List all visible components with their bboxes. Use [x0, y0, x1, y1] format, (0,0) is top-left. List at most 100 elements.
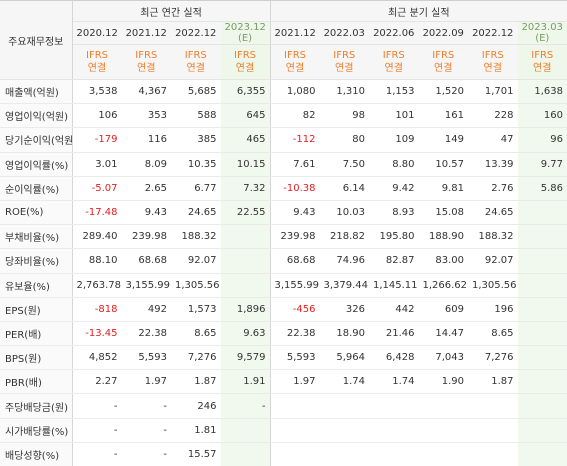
empty-cell [517, 369, 567, 395]
accounting-standard: IFRS [481, 50, 504, 61]
accounting-standard: IFRS [184, 50, 207, 61]
consolidation: 연결 [533, 63, 552, 74]
cell-value: 24.65 [468, 200, 518, 226]
cell-value: 149 [418, 127, 468, 153]
empty-cell [369, 442, 419, 466]
cell-value: 96 [517, 127, 567, 153]
empty-cell [319, 393, 369, 419]
cell-value: 6.14 [319, 176, 369, 201]
period: 2022.03 [323, 27, 365, 39]
cell-value: 15.57 [171, 442, 221, 466]
cell-value: 239.98 [270, 224, 320, 250]
cell-value: 2.65 [121, 176, 171, 201]
table-row: PER(배) -13.45 22.38 8.65 9.63 22.38 18.90 21.46… [0, 321, 567, 347]
cell-value: 1,310 [319, 79, 369, 105]
cell-value: 7.32 [220, 176, 271, 201]
empty-cell [319, 442, 369, 466]
cell-value: -10.38 [270, 176, 320, 201]
table-row: 순이익률(%) -5.07 2.65 6.77 7.32 -10.38 6.14 9.42 9.… [0, 176, 567, 201]
row-label: 영업이익(억원) [0, 103, 73, 129]
cell-value: 10.57 [418, 152, 468, 177]
cell-value: 88.10 [72, 248, 122, 274]
cell-value: 1,153 [369, 79, 419, 105]
cell-value: 1.74 [319, 369, 369, 395]
cell-value: 82.87 [369, 248, 419, 274]
empty-cell [270, 393, 320, 419]
cell-value: 4,367 [121, 79, 171, 105]
cell-value: 3,155.99 [270, 273, 320, 298]
period-header: 2022.12 [171, 21, 221, 45]
accounting-standard: IFRS [382, 50, 405, 61]
estimate-mark: (E) [535, 33, 550, 44]
table-row: 당기순이익(억원) -179 116 385 465 -112 80 109 149 47 96 [0, 127, 567, 153]
row-label: BPS(원) [0, 345, 73, 371]
cell-value: 13.39 [468, 152, 518, 177]
cell-value: 80 [319, 127, 369, 153]
standard-header: IFRS 연결 [468, 44, 518, 80]
table-row: BPS(원) 4,852 5,593 7,276 9,579 5,593 5,964 6,42… [0, 345, 567, 371]
cell-value: 1.74 [369, 369, 419, 395]
cell-value: 492 [121, 297, 171, 322]
table-row: EPS(원) -818 492 1,573 1,896 -456 326 442 609 196 [0, 297, 567, 322]
consolidation: 연결 [87, 63, 107, 74]
cell-value: 1,305.56 [171, 273, 221, 298]
cell-value: 3.01 [72, 152, 122, 177]
cell-value: 9.43 [270, 200, 320, 226]
period: 2022.12 [175, 27, 217, 39]
empty-cell [517, 345, 567, 371]
empty-cell [270, 442, 320, 466]
row-label: 순이익률(%) [0, 176, 73, 201]
empty-cell [468, 418, 518, 443]
empty-cell [418, 418, 468, 443]
empty-cell [517, 273, 567, 298]
cell-value: 1,520 [418, 79, 468, 105]
cell-value: 92.07 [468, 248, 518, 274]
accounting-standard: IFRS [135, 50, 158, 61]
cell-value: 385 [171, 127, 221, 153]
cell-value: -456 [270, 297, 320, 322]
cell-value: 442 [369, 297, 419, 322]
table-row: 시가배당률(%) - -1.81 [0, 418, 567, 443]
standard-header: IFRS 연결 [418, 44, 468, 80]
standard-header: IFRS 연결 [220, 44, 271, 80]
empty-cell [468, 442, 518, 466]
standard-header: IFRS 연결 [369, 44, 419, 80]
cell-value: 588 [171, 103, 221, 129]
standard-header: IFRS 연결 [517, 44, 567, 80]
accounting-standard: IFRS [86, 50, 108, 61]
header-label: 주요재무정보 [0, 0, 73, 80]
cell-value: -13.45 [72, 321, 122, 347]
table-row: 영업이익(억원) 106 353 588 645 82 98 101 161 228 160 [0, 103, 567, 129]
cell-value: 3,538 [72, 79, 122, 105]
standard-header: IFRS 연결 [72, 44, 122, 80]
cell-value: 465 [220, 127, 271, 153]
cell-value: 116 [121, 127, 171, 153]
consolidation: 연결 [186, 63, 205, 74]
empty-cell [220, 442, 271, 466]
cell-value: 2,763.78 [72, 273, 122, 298]
cell-value: 2.76 [468, 176, 518, 201]
period: 2023.12 [224, 22, 266, 33]
cell-value: - [121, 418, 171, 443]
cell-value: 9.43 [121, 200, 171, 226]
row-label: 영업이익률(%) [0, 152, 73, 177]
cell-value: 8.65 [171, 321, 221, 347]
cell-value: 1,638 [517, 79, 567, 105]
table-row: 영업이익률(%) 3.01 8.09 10.35 10.15 7.61 7.50 8.80 10… [0, 152, 567, 177]
cell-value: 101 [369, 103, 419, 129]
empty-cell [517, 321, 567, 347]
accounting-standard: IFRS [234, 50, 256, 61]
cell-value: 1.97 [270, 369, 320, 395]
consolidation: 연결 [335, 63, 354, 74]
cell-value: 1.87 [468, 369, 518, 395]
cell-value: 74.96 [319, 248, 369, 274]
cell-value: 1,145.11 [369, 273, 419, 298]
row-label: PBR(배) [0, 369, 73, 395]
cell-value: 4,852 [72, 345, 122, 371]
cell-value: 8.80 [369, 152, 419, 177]
cell-value: -179 [72, 127, 122, 153]
cell-value: 1,701 [468, 79, 518, 105]
cell-value: 645 [220, 103, 271, 129]
cell-value: -17.48 [72, 200, 122, 226]
